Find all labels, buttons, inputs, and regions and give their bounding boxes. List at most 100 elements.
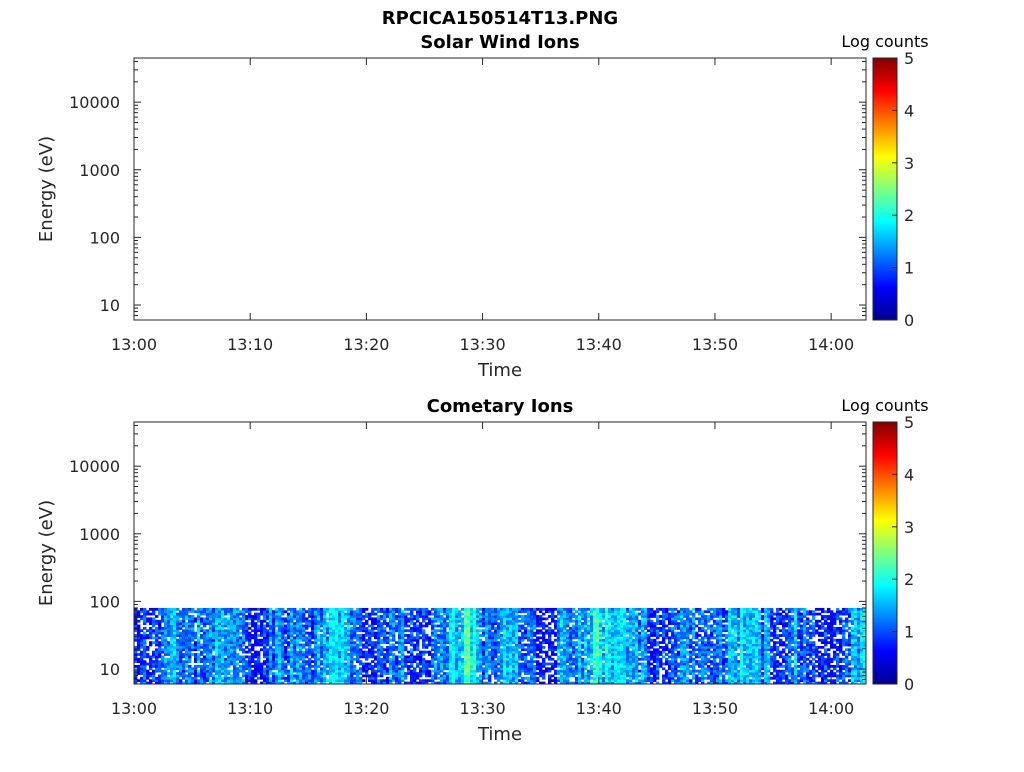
spectrogram-cell xyxy=(512,651,515,654)
spectrogram-cell xyxy=(554,634,557,637)
spectrogram-cell xyxy=(497,644,500,647)
spectrogram-cell xyxy=(530,677,533,680)
spectrogram-cell xyxy=(341,625,344,628)
spectrogram-cell xyxy=(278,644,281,647)
spectrogram-cell xyxy=(623,620,626,623)
spectrogram-cell xyxy=(413,639,416,642)
spectrogram-cell xyxy=(632,646,635,649)
spectrogram-cell xyxy=(641,634,644,637)
spectrogram-cell xyxy=(527,672,530,675)
spectrogram-cell xyxy=(446,674,449,677)
spectrogram-cell xyxy=(596,644,599,647)
spectrogram-cell xyxy=(224,672,227,675)
spectrogram-cell xyxy=(455,644,458,647)
spectrogram-cell xyxy=(509,663,512,666)
spectrogram-cell xyxy=(488,674,491,677)
spectrogram-cell xyxy=(395,641,398,644)
spectrogram-cell xyxy=(530,608,533,611)
spectrogram-cell xyxy=(626,648,629,651)
spectrogram-cell xyxy=(230,613,233,616)
spectrogram-cell xyxy=(641,646,644,649)
spectrogram-cell xyxy=(485,665,488,668)
spectrogram-cell xyxy=(260,625,263,628)
spectrogram-cell xyxy=(458,644,461,647)
spectrogram-cell xyxy=(518,651,521,654)
spectrogram-cell xyxy=(311,627,314,630)
spectrogram-cell xyxy=(434,677,437,680)
spectrogram-cell xyxy=(242,658,245,661)
x-tick-label: 13:40 xyxy=(576,335,622,354)
spectrogram-cell xyxy=(485,672,488,675)
spectrogram-cell xyxy=(200,610,203,613)
spectrogram-cell xyxy=(368,644,371,647)
spectrogram-cell xyxy=(278,658,281,661)
spectrogram-cell xyxy=(467,655,470,658)
spectrogram-cell xyxy=(182,632,185,635)
spectrogram-cell xyxy=(296,629,299,632)
spectrogram-cell xyxy=(533,674,536,677)
spectrogram-cell xyxy=(530,639,533,642)
spectrogram-cell xyxy=(632,622,635,625)
spectrogram-cell xyxy=(581,672,584,675)
spectrogram-cell xyxy=(449,608,452,611)
spectrogram-cell xyxy=(188,653,191,656)
spectrogram-cell xyxy=(305,641,308,644)
spectrogram-cell xyxy=(578,613,581,616)
spectrogram-cell xyxy=(335,679,338,682)
spectrogram-cell xyxy=(536,660,539,663)
spectrogram-cell xyxy=(560,660,563,663)
spectrogram-cell xyxy=(596,608,599,611)
spectrogram-cell xyxy=(563,641,566,644)
spectrogram-cell xyxy=(509,653,512,656)
spectrogram-cell xyxy=(491,665,494,668)
spectrogram-cell xyxy=(569,672,572,675)
spectrogram-cell xyxy=(233,629,236,632)
spectrogram-cell xyxy=(623,670,626,673)
spectrogram-cell xyxy=(638,670,641,673)
spectrogram-cell xyxy=(392,634,395,637)
spectrogram-cell xyxy=(524,660,527,663)
spectrogram-cell xyxy=(374,665,377,668)
spectrogram-cell xyxy=(446,636,449,639)
spectrogram-cell xyxy=(257,613,260,616)
spectrogram-cell xyxy=(653,639,656,642)
spectrogram-cell xyxy=(614,651,617,654)
spectrogram-cell xyxy=(533,648,536,651)
spectrogram-cell xyxy=(650,625,653,628)
spectrogram-cell xyxy=(662,655,665,658)
spectrogram-cell xyxy=(146,670,149,673)
spectrogram-cell xyxy=(500,648,503,651)
spectrogram-cell xyxy=(296,636,299,639)
spectrogram-cell xyxy=(326,629,329,632)
spectrogram-cell xyxy=(503,667,506,670)
spectrogram-cell xyxy=(143,663,146,666)
spectrogram-cell xyxy=(263,670,266,673)
spectrogram-cell xyxy=(542,674,545,677)
spectrogram-cell xyxy=(446,608,449,611)
spectrogram-cell xyxy=(347,615,350,618)
spectrogram-cell xyxy=(227,665,230,668)
spectrogram-cell xyxy=(362,625,365,628)
spectrogram-cell xyxy=(449,627,452,630)
spectrogram-cell xyxy=(539,632,542,635)
spectrogram-cell xyxy=(506,639,509,642)
spectrogram-cell xyxy=(335,629,338,632)
spectrogram-cell xyxy=(593,625,596,628)
spectrogram-cell xyxy=(572,648,575,651)
spectrogram-cell xyxy=(545,641,548,644)
spectrogram-cell xyxy=(149,608,152,611)
spectrogram-cell xyxy=(548,629,551,632)
spectrogram-cell xyxy=(452,674,455,677)
spectrogram-cell xyxy=(308,608,311,611)
spectrogram-cell xyxy=(578,670,581,673)
spectrogram-cell xyxy=(398,660,401,663)
spectrogram-cell xyxy=(575,620,578,623)
spectrogram-cell xyxy=(635,653,638,656)
spectrogram-cell xyxy=(269,632,272,635)
spectrogram-cell xyxy=(437,665,440,668)
spectrogram-cell xyxy=(248,636,251,639)
spectrogram-cell xyxy=(533,644,536,647)
spectrogram-cell xyxy=(140,677,143,680)
spectrogram-cell xyxy=(647,610,650,613)
spectrogram-cell xyxy=(644,648,647,651)
